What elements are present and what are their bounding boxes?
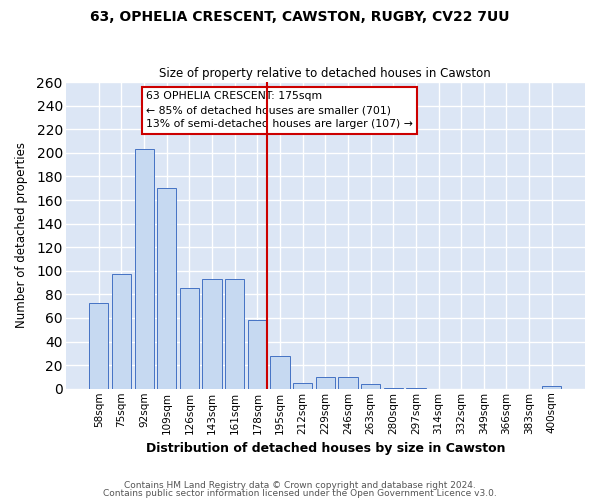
Bar bbox=[180, 288, 199, 389]
X-axis label: Distribution of detached houses by size in Cawston: Distribution of detached houses by size … bbox=[146, 442, 505, 455]
Text: Contains HM Land Registry data © Crown copyright and database right 2024.: Contains HM Land Registry data © Crown c… bbox=[124, 481, 476, 490]
Text: 63, OPHELIA CRESCENT, CAWSTON, RUGBY, CV22 7UU: 63, OPHELIA CRESCENT, CAWSTON, RUGBY, CV… bbox=[90, 10, 510, 24]
Text: 63 OPHELIA CRESCENT: 175sqm
← 85% of detached houses are smaller (701)
13% of se: 63 OPHELIA CRESCENT: 175sqm ← 85% of det… bbox=[146, 92, 413, 130]
Bar bbox=[338, 377, 358, 389]
Text: Contains public sector information licensed under the Open Government Licence v3: Contains public sector information licen… bbox=[103, 488, 497, 498]
Bar bbox=[134, 150, 154, 389]
Bar bbox=[293, 383, 312, 389]
Bar bbox=[112, 274, 131, 389]
Bar bbox=[157, 188, 176, 389]
Bar bbox=[383, 388, 403, 389]
Bar bbox=[271, 356, 290, 389]
Bar bbox=[406, 388, 425, 389]
Bar bbox=[248, 320, 267, 389]
Bar bbox=[202, 279, 221, 389]
Bar bbox=[89, 302, 109, 389]
Y-axis label: Number of detached properties: Number of detached properties bbox=[15, 142, 28, 328]
Bar bbox=[361, 384, 380, 389]
Bar bbox=[316, 377, 335, 389]
Title: Size of property relative to detached houses in Cawston: Size of property relative to detached ho… bbox=[160, 66, 491, 80]
Bar bbox=[225, 279, 244, 389]
Bar bbox=[542, 386, 562, 389]
